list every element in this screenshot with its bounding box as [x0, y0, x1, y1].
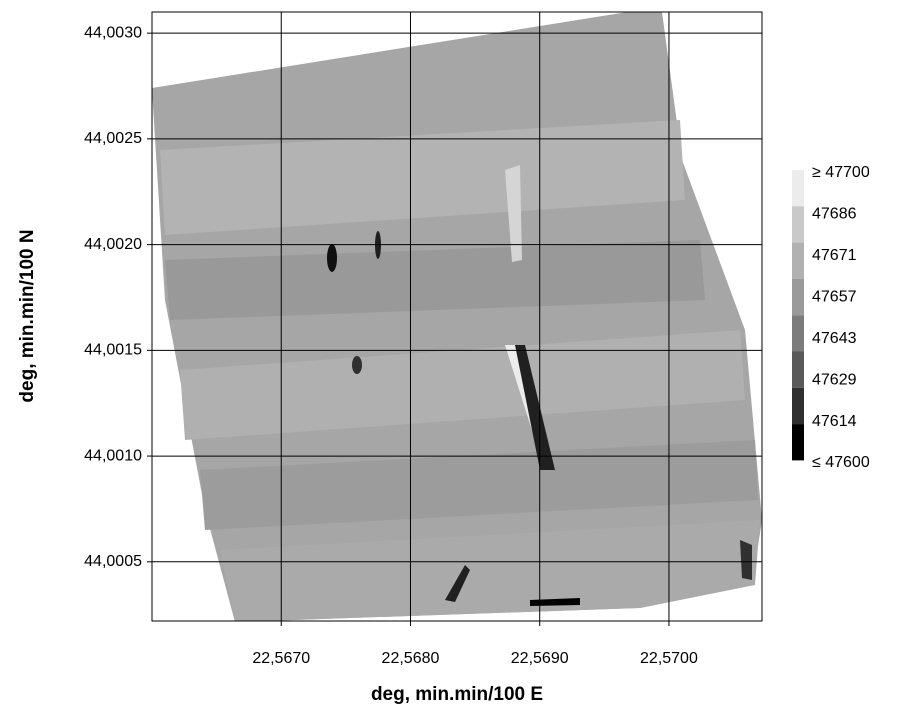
y-tick-label: 44,0020	[84, 236, 142, 253]
colorbar-label: ≥ 47700	[812, 164, 870, 181]
x-axis-title: deg, min.min/100 E	[371, 684, 543, 705]
colorbar-swatch	[792, 242, 804, 279]
x-tick-label: 22,5690	[511, 650, 569, 667]
colorbar-swatch	[792, 170, 804, 207]
y-tick-label: 44,0010	[84, 447, 142, 464]
plot-frame	[151, 11, 763, 622]
colorbar-swatch	[792, 278, 804, 316]
grid	[152, 12, 762, 621]
colorbar-label: 47686	[812, 206, 857, 223]
contour-field	[152, 12, 762, 621]
y-tick-label: 44,0005	[84, 553, 142, 570]
colorbar-label: ≤ 47600	[812, 454, 870, 471]
x-tick-label: 22,5700	[640, 650, 698, 667]
colorbar-label: 47671	[812, 247, 857, 264]
colorbar-label: 47629	[812, 371, 857, 388]
colorbar-label: 47643	[812, 330, 857, 347]
colorbar-label: 47614	[812, 413, 857, 430]
y-tick-label: 44,0025	[84, 130, 142, 147]
colorbar-swatch	[792, 387, 804, 425]
colorbar-swatch	[792, 315, 804, 352]
y-tick-label: 44,0030	[84, 24, 142, 41]
colorbar-label: 47657	[812, 289, 857, 306]
colorbar-swatch	[792, 351, 804, 388]
y-tick-label: 44,0015	[84, 342, 142, 359]
x-tick-label: 22,5680	[382, 650, 440, 667]
colorbar-swatch	[792, 424, 804, 461]
colorbar-swatch	[792, 206, 804, 243]
x-tick-label: 22,5670	[252, 650, 310, 667]
y-axis-title: deg, min.min/100 N	[17, 229, 38, 402]
